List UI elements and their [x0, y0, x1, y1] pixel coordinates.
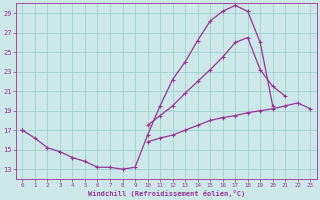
- X-axis label: Windchill (Refroidissement éolien,°C): Windchill (Refroidissement éolien,°C): [88, 190, 245, 197]
